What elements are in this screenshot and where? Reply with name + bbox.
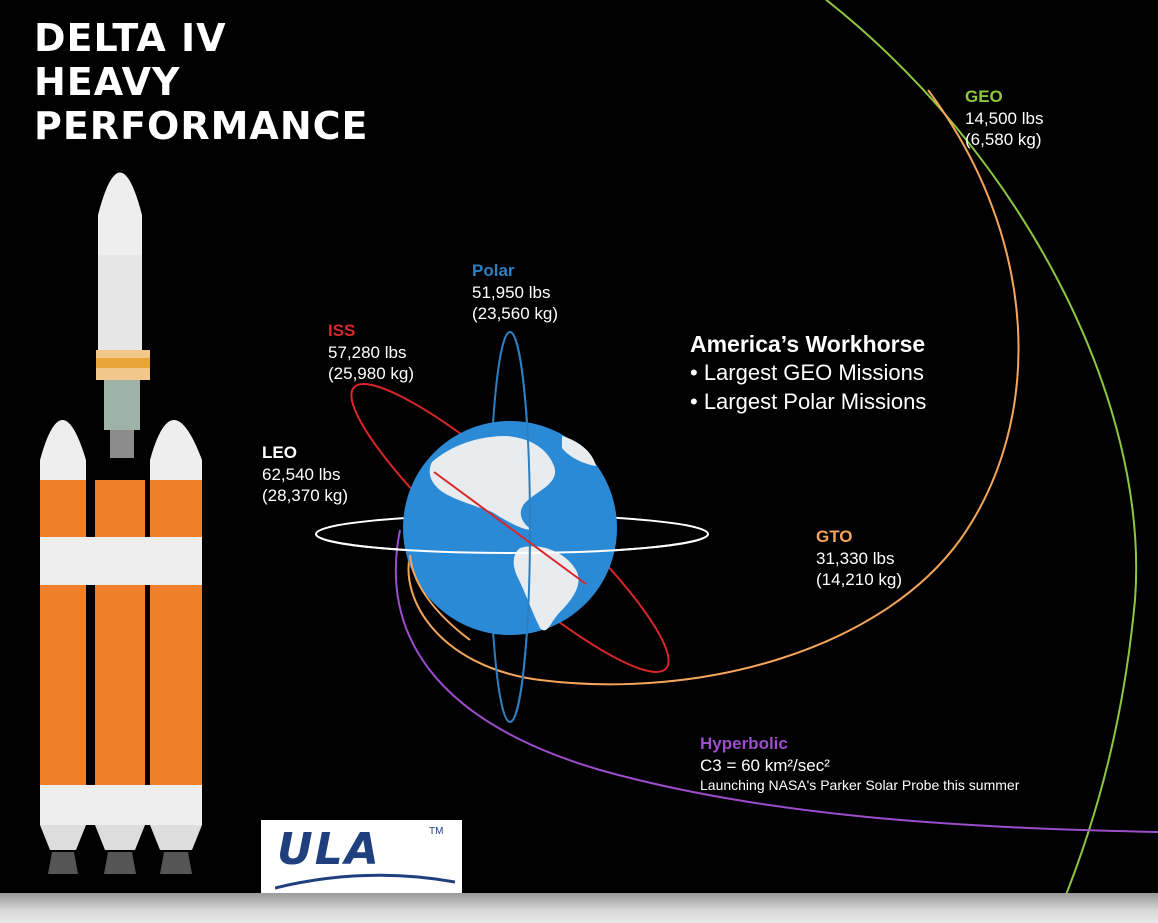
leo-kg: (28,370 kg) xyxy=(262,486,348,505)
geo-lbs: 14,500 lbs xyxy=(965,109,1044,128)
hyperbolic-label-group: Hyperbolic C3 = 60 km²/sec² Launching NA… xyxy=(700,733,1019,794)
iss-label: ISS xyxy=(328,321,356,340)
ula-logo-tm: TM xyxy=(429,826,444,837)
iss-label-group: ISS 57,280 lbs (25,980 kg) xyxy=(328,320,414,384)
polar-orbit-front xyxy=(509,331,531,723)
hyperbolic-c3: C3 = 60 km²/sec² xyxy=(700,756,830,775)
geo-label: GEO xyxy=(965,87,1003,106)
title-line-2: HEAVY xyxy=(34,60,181,104)
bottom-bar xyxy=(0,893,1158,923)
polar-label: Polar xyxy=(472,261,515,280)
ula-logo-text: ULA xyxy=(277,824,381,875)
iss-kg: (25,980 kg) xyxy=(328,364,414,383)
gto-label-group: GTO 31,330 lbs (14,210 kg) xyxy=(816,526,902,590)
leo-label: LEO xyxy=(262,443,297,462)
gto-label: GTO xyxy=(816,527,853,546)
delta-iv-heavy-rocket xyxy=(40,172,202,874)
gto-orbit-front xyxy=(409,554,471,641)
ula-logo: ULA TM xyxy=(261,820,462,894)
geo-kg: (6,580 kg) xyxy=(965,130,1042,149)
page-title: DELTA IV HEAVY PERFORMANCE xyxy=(34,16,368,148)
gto-orbit xyxy=(407,89,1020,686)
workhorse-bullet-2: • Largest Polar Missions xyxy=(690,389,927,414)
title-line-1: DELTA IV xyxy=(34,16,227,60)
title-line-3: PERFORMANCE xyxy=(34,104,369,148)
gto-kg: (14,210 kg) xyxy=(816,570,902,589)
gto-lbs: 31,330 lbs xyxy=(816,549,895,568)
polar-kg: (23,560 kg) xyxy=(472,304,558,323)
polar-lbs: 51,950 lbs xyxy=(472,283,551,302)
iss-lbs: 57,280 lbs xyxy=(328,343,407,362)
geo-label-group: GEO 14,500 lbs (6,580 kg) xyxy=(965,86,1043,150)
polar-label-group: Polar 51,950 lbs (23,560 kg) xyxy=(472,260,558,324)
ula-logo-swoosh xyxy=(275,873,455,890)
hyperbolic-label: Hyperbolic xyxy=(700,734,788,753)
hyperbolic-note: Launching NASA's Parker Solar Probe this… xyxy=(700,777,1020,793)
leo-orbit-front xyxy=(315,533,709,554)
hyperbolic-trajectory xyxy=(394,529,1158,833)
leo-label-group: LEO 62,540 lbs (28,370 kg) xyxy=(262,442,348,506)
workhorse-block: America’s Workhorse • Largest GEO Missio… xyxy=(690,330,926,416)
workhorse-bullet-1: • Largest GEO Missions xyxy=(690,360,924,385)
leo-lbs: 62,540 lbs xyxy=(262,465,341,484)
iss-orbit-front xyxy=(433,471,587,585)
workhorse-headline: America’s Workhorse xyxy=(690,331,926,357)
